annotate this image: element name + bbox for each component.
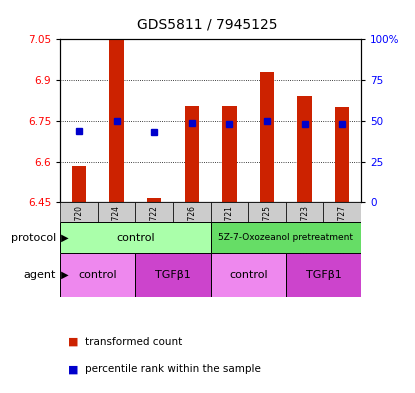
- Bar: [173, 202, 210, 222]
- Text: ▶: ▶: [58, 270, 69, 280]
- Bar: [147, 198, 161, 202]
- Text: GSM1586722: GSM1586722: [150, 205, 159, 256]
- Bar: [286, 202, 323, 222]
- Bar: [222, 107, 237, 202]
- Text: TGFβ1: TGFβ1: [305, 270, 341, 280]
- Text: transformed count: transformed count: [85, 337, 182, 347]
- Bar: [211, 222, 361, 253]
- Bar: [60, 222, 211, 253]
- Bar: [185, 106, 199, 202]
- Bar: [211, 202, 248, 222]
- Text: control: control: [116, 233, 155, 243]
- Bar: [248, 202, 286, 222]
- Bar: [323, 202, 361, 222]
- Bar: [98, 202, 135, 222]
- Text: agent: agent: [24, 270, 56, 280]
- Bar: [60, 202, 98, 222]
- Text: TGFβ1: TGFβ1: [155, 270, 191, 280]
- Bar: [286, 253, 361, 297]
- Text: percentile rank within the sample: percentile rank within the sample: [85, 364, 261, 375]
- Text: control: control: [229, 270, 268, 280]
- Text: protocol: protocol: [11, 233, 56, 243]
- Bar: [211, 253, 286, 297]
- Text: GSM1586721: GSM1586721: [225, 205, 234, 256]
- Bar: [335, 107, 349, 202]
- Bar: [135, 253, 210, 297]
- Bar: [135, 202, 173, 222]
- Text: GSM1586720: GSM1586720: [74, 205, 83, 256]
- Bar: [110, 40, 124, 202]
- Text: GSM1586725: GSM1586725: [263, 205, 271, 256]
- Text: control: control: [78, 270, 117, 280]
- Bar: [298, 96, 312, 202]
- Text: ■: ■: [68, 337, 79, 347]
- Text: GSM1586723: GSM1586723: [300, 205, 309, 256]
- Text: 5Z-7-Oxozeanol pretreatment: 5Z-7-Oxozeanol pretreatment: [218, 233, 353, 242]
- Text: ▶: ▶: [58, 233, 69, 243]
- Bar: [60, 253, 135, 297]
- Text: GDS5811 / 7945125: GDS5811 / 7945125: [137, 18, 278, 32]
- Text: GSM1586724: GSM1586724: [112, 205, 121, 256]
- Bar: [260, 72, 274, 202]
- Text: GSM1586726: GSM1586726: [187, 205, 196, 256]
- Bar: [72, 166, 86, 202]
- Text: GSM1586727: GSM1586727: [338, 205, 347, 256]
- Text: ■: ■: [68, 364, 79, 375]
